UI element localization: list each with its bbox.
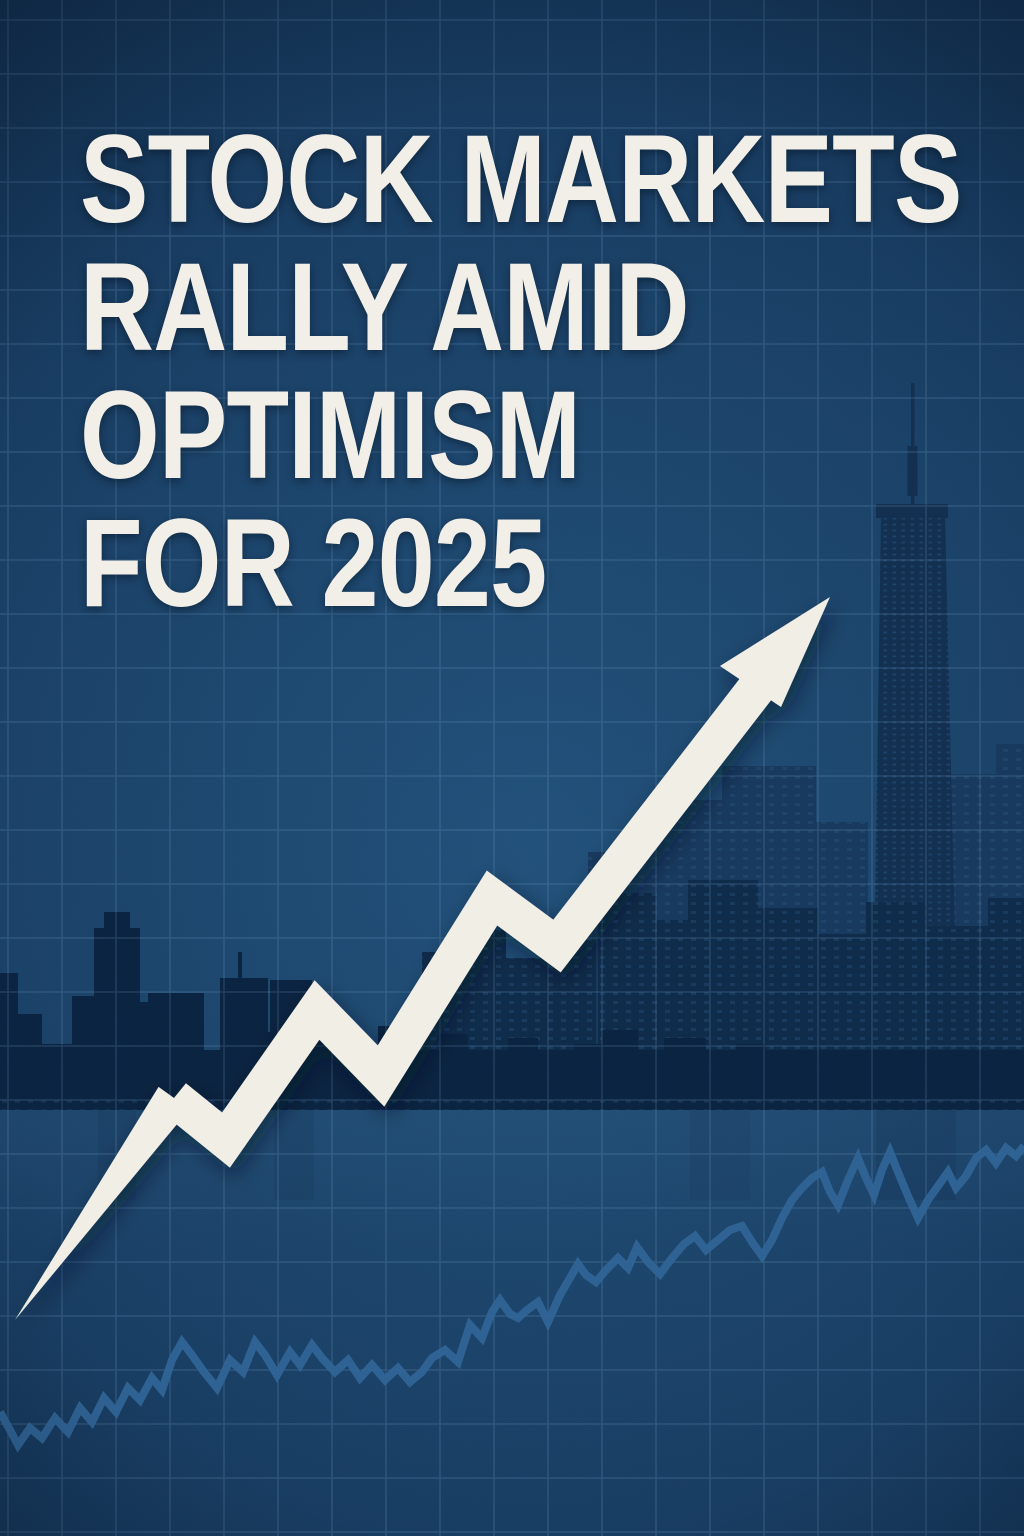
headline-line-1: STOCK MARKETS bbox=[80, 110, 962, 249]
headline-line-4: FOR 2025 bbox=[80, 494, 547, 633]
headline-line-2: RALLY AMID bbox=[80, 238, 690, 377]
headline: STOCK MARKETS RALLY AMID OPTIMISM FOR 20… bbox=[80, 116, 1024, 628]
headline-line-3: OPTIMISM bbox=[80, 366, 581, 505]
